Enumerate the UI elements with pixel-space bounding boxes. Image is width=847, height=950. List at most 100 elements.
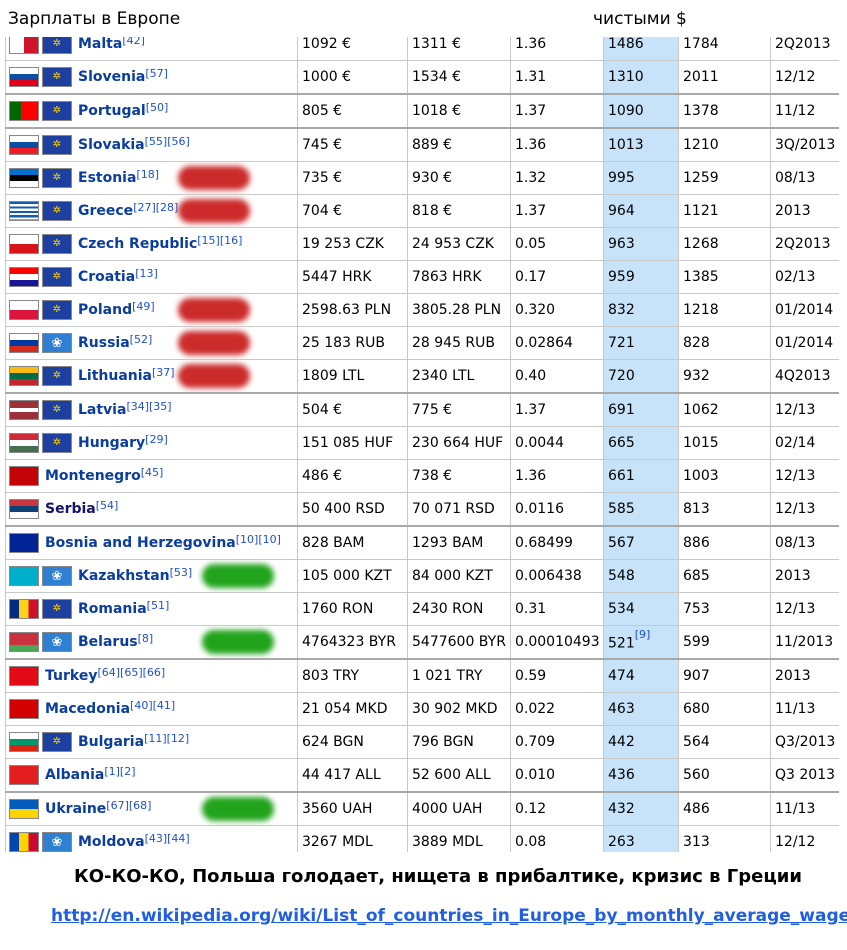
country-link[interactable]: Ukraine xyxy=(45,801,107,817)
table-row: Ukraine [67][68] 3560 UAH 4000 UAH 0.12 432 48… xyxy=(5,791,839,826)
citation-refs[interactable]: [11][12] xyxy=(144,731,190,745)
date-cell: 02/13 xyxy=(770,260,839,294)
eu-flag-icon: ✲ xyxy=(42,400,72,420)
citation-refs[interactable]: [34][35] xyxy=(126,399,172,413)
citation-refs[interactable]: [1][2] xyxy=(104,764,136,778)
citation-refs[interactable]: [55][56] xyxy=(144,134,190,148)
citation-refs[interactable]: [9] xyxy=(634,628,651,642)
country-link[interactable]: Russia xyxy=(78,335,130,351)
citation-refs[interactable]: [37] xyxy=(152,365,175,379)
citation-refs[interactable]: [27][28] xyxy=(133,200,179,214)
citation-refs[interactable]: [29] xyxy=(145,432,168,446)
citation-refs[interactable]: [8] xyxy=(137,631,154,645)
country-link[interactable]: Malta xyxy=(78,37,123,52)
net-wage-cell-value: 84 000 KZT xyxy=(412,568,493,584)
country-link[interactable]: Albania xyxy=(45,767,105,783)
exchange-rate-cell-value: 0.68499 xyxy=(515,535,573,551)
country-cell: ❀ Moldova [43][44] xyxy=(5,825,298,852)
bosnia-flag-icon xyxy=(9,533,39,553)
country-link[interactable]: Poland xyxy=(78,302,133,318)
exchange-rate-cell: 0.006438 xyxy=(510,559,604,593)
net-usd-cell-value: 963 xyxy=(608,236,635,252)
date-cell: 08/13 xyxy=(770,525,839,560)
country-cell: Ukraine [67][68] xyxy=(5,791,298,826)
country-cell: ❀ Belarus [8] xyxy=(5,625,298,660)
table-row: ❀ Kazakhstan [53] 105 000 KZT 84 000 KZT 0.00… xyxy=(5,559,839,593)
gross-wage-cell-value: 504 € xyxy=(302,402,343,418)
gross-wage-cell-value: 803 TRY xyxy=(302,668,360,684)
gross-wage-cell: 486 € xyxy=(297,459,408,493)
citation-refs[interactable]: [64][65][66] xyxy=(97,665,166,679)
country-link[interactable]: Moldova xyxy=(78,834,145,850)
gross-usd-cell: 886 xyxy=(678,525,771,560)
country-link[interactable]: Estonia xyxy=(78,170,137,186)
citation-refs[interactable]: [40][41] xyxy=(130,698,176,712)
date-cell-value: 2Q2013 xyxy=(775,37,831,52)
gross-usd-cell: 1259 xyxy=(678,161,771,195)
croatia-flag-icon xyxy=(9,267,39,287)
net-wage-cell: 4000 UAH xyxy=(407,791,511,826)
country-cell: Montenegro [45] xyxy=(5,459,298,493)
date-cell-value: 12/12 xyxy=(775,834,816,850)
source-link[interactable]: http://en.wikipedia.org/wiki/List_of_cou… xyxy=(51,906,847,926)
citation-refs[interactable]: [57] xyxy=(145,66,168,80)
country-link[interactable]: Romania xyxy=(78,601,147,617)
citation-refs[interactable]: [42] xyxy=(122,37,145,47)
net-wage-cell-value: 818 € xyxy=(412,203,453,219)
citation-refs[interactable]: [52] xyxy=(129,332,153,346)
malta-flag-icon xyxy=(9,37,39,54)
country-link[interactable]: Slovenia xyxy=(78,69,146,85)
net-usd-cell: 432 xyxy=(603,791,679,826)
net-wage-cell: 2340 LTL xyxy=(407,359,511,394)
citation-refs[interactable]: [15][16] xyxy=(197,233,243,247)
date-cell: 08/13 xyxy=(770,161,839,195)
citation-refs[interactable]: [49] xyxy=(132,299,155,313)
citation-refs[interactable]: [43][44] xyxy=(144,831,190,845)
gross-wage-cell-value: 624 BGN xyxy=(302,734,364,750)
citation-refs[interactable]: [45] xyxy=(140,465,164,479)
wage-table: ✲ Malta [42] 1092 € 1311 € 1.36 1486 1784 2Q2013… xyxy=(5,37,839,852)
country-link[interactable]: Croatia xyxy=(78,269,136,285)
date-cell: 12/13 xyxy=(770,459,839,493)
country-link[interactable]: Latvia xyxy=(78,402,127,418)
country-link[interactable]: Greece xyxy=(78,203,134,219)
date-cell: 2013 xyxy=(770,194,839,228)
net-usd-cell: 832 xyxy=(603,293,679,327)
country-link[interactable]: Montenegro xyxy=(45,468,141,484)
net-column-label: чистыми $ xyxy=(593,9,687,29)
citation-refs[interactable]: [53] xyxy=(169,565,193,579)
citation-refs[interactable]: [10][10] xyxy=(235,532,281,546)
gross-usd-cell-value: 828 xyxy=(683,335,710,351)
country-link[interactable]: Slovakia xyxy=(78,137,145,153)
date-cell: 4Q2013 xyxy=(770,359,839,394)
country-link[interactable]: Serbia xyxy=(45,501,96,517)
gross-usd-cell-value: 1015 xyxy=(683,435,719,451)
citation-refs[interactable]: [18] xyxy=(136,167,160,181)
citation-refs[interactable]: [50] xyxy=(145,100,169,114)
country-link[interactable]: Turkey xyxy=(45,668,98,684)
country-link[interactable]: Macedonia xyxy=(45,701,131,717)
gross-usd-cell: 2011 xyxy=(678,60,771,95)
net-usd-cell-value: 721 xyxy=(608,335,635,351)
date-cell: 12/12 xyxy=(770,60,839,95)
net-wage-cell: 3889 MDL xyxy=(407,825,511,852)
country-link[interactable]: Kazakhstan xyxy=(78,568,170,584)
country-link[interactable]: Bosnia and Herzegovina xyxy=(45,535,236,551)
red-highlight-blot xyxy=(178,166,250,190)
citation-refs[interactable]: [54] xyxy=(95,498,119,512)
country-link[interactable]: Hungary xyxy=(78,435,146,451)
citation-refs[interactable]: [67][68] xyxy=(106,798,152,812)
country-link[interactable]: Portugal xyxy=(78,103,146,119)
exchange-rate-cell: 0.709 xyxy=(510,725,604,759)
country-link[interactable]: Czech Republic xyxy=(78,236,198,252)
net-usd-cell: 963 xyxy=(603,227,679,261)
exchange-rate-cell: 1.37 xyxy=(510,194,604,228)
citation-refs[interactable]: [13] xyxy=(135,266,158,280)
country-link[interactable]: Lithuania xyxy=(78,368,153,384)
red-highlight-blot xyxy=(178,364,250,388)
country-link[interactable]: Belarus xyxy=(78,634,138,650)
country-link[interactable]: Bulgaria xyxy=(78,734,145,750)
exchange-rate-cell-value: 1.37 xyxy=(515,103,547,119)
citation-refs[interactable]: [51] xyxy=(146,598,170,612)
gross-usd-cell: 932 xyxy=(678,359,771,394)
